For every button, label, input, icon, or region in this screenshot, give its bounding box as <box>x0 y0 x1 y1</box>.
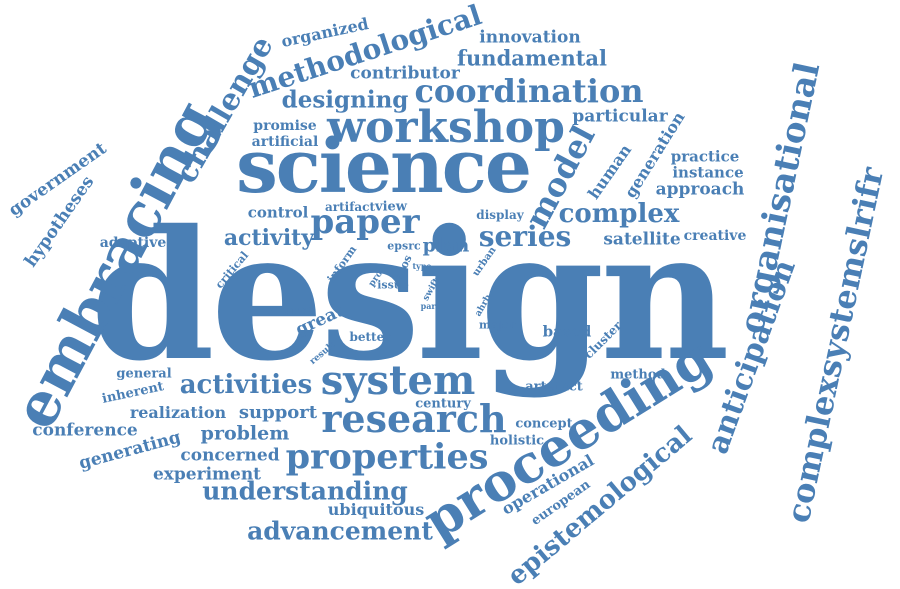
word-satellite: satellite <box>603 229 681 250</box>
word-display: display <box>476 208 524 222</box>
word-particular: particular <box>572 106 668 127</box>
word-artifact: artifact <box>325 200 375 214</box>
word-research: research <box>321 396 507 441</box>
word-issue: issue <box>377 278 409 292</box>
word-complexsystemslrifr: complexsystemslrifr <box>778 163 892 527</box>
word-workshop: workshop <box>327 102 565 153</box>
word-concept: concept <box>515 416 573 432</box>
word-science: science <box>236 124 532 210</box>
word-century: century <box>415 396 471 412</box>
word-series: series <box>478 220 572 253</box>
word-type: type <box>412 261 432 271</box>
word-control: control <box>247 203 309 222</box>
word-fundamental: fundamental <box>457 45 607 71</box>
word-ubiquitous: ubiquitous <box>327 500 425 519</box>
word-instance: instance <box>672 163 744 182</box>
word-epsrc: epsrc <box>387 239 421 253</box>
word-designing: designing <box>281 86 409 114</box>
word-problem: problem <box>200 422 290 445</box>
word-holistic: holistic <box>489 433 545 449</box>
word-general: general <box>116 366 172 382</box>
word-contributor: contributor <box>350 63 460 84</box>
word-view: view <box>375 199 407 215</box>
word-major: major <box>479 318 515 332</box>
word-design: design <box>90 191 729 400</box>
word-artefact: artefact <box>525 379 583 395</box>
word-experiment: experiment <box>152 464 262 485</box>
word-method: method <box>610 367 666 383</box>
word-system: system <box>320 357 476 404</box>
word-practice: practice <box>670 147 740 166</box>
word-source: source <box>265 303 315 319</box>
word-activity: activity <box>223 225 315 251</box>
word-innovation: innovation <box>479 27 581 48</box>
word-part: part <box>420 301 440 311</box>
word-conference: conference <box>32 420 138 441</box>
word-concerned: concerned <box>180 445 280 466</box>
word-artificial: artificial <box>251 134 319 150</box>
word-adaptive: adaptive <box>99 235 167 251</box>
word-properties: properties <box>285 436 489 478</box>
word-realization: realization <box>129 403 227 422</box>
word-complex: complex <box>558 199 680 229</box>
word-support: support <box>238 402 318 423</box>
word-approach: approach <box>655 179 745 200</box>
word-coordination: coordination <box>414 72 644 110</box>
word-advancement: advancement <box>247 516 433 546</box>
word-better: better <box>349 330 391 344</box>
word-based: based <box>542 322 592 341</box>
word-creative: creative <box>683 228 747 244</box>
word-activities: activities <box>179 370 313 400</box>
word-promise: promise <box>253 118 317 134</box>
word-understanding: understanding <box>202 476 408 506</box>
word-paper: paper <box>310 202 420 242</box>
word-plan: plan <box>422 234 470 257</box>
